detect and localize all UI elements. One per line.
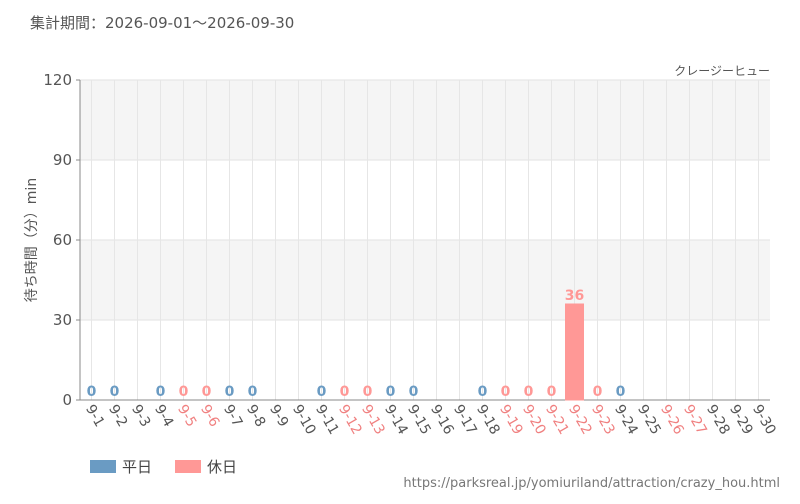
value-label: 0 [225, 384, 235, 400]
x-tick-label: 9-4 [151, 402, 176, 430]
value-label: 0 [616, 384, 626, 400]
value-label: 0 [110, 384, 120, 400]
value-label: 0 [156, 384, 166, 400]
x-tick-label: 9-18 [473, 402, 503, 438]
value-label: 0 [386, 384, 396, 400]
x-tick-label: 9-27 [680, 402, 710, 438]
value-label: 0 [363, 384, 373, 400]
x-tick-label: 9-8 [243, 402, 268, 430]
value-label: 0 [179, 384, 189, 400]
x-tick-label: 9-7 [220, 402, 245, 430]
x-tick-label: 9-1 [82, 402, 107, 430]
y-tick-label: 0 [62, 391, 72, 409]
value-label: 0 [340, 384, 350, 400]
value-label: 0 [317, 384, 327, 400]
x-tick-label: 9-16 [427, 402, 457, 438]
x-tick-label: 9-2 [105, 402, 130, 430]
x-tick-label: 9-11 [312, 402, 342, 438]
x-tick-label: 9-26 [657, 402, 687, 438]
x-tick-label: 9-15 [404, 402, 434, 438]
value-label: 0 [524, 384, 534, 400]
y-axis-label: 待ち時間（分）min [24, 178, 40, 302]
value-label: 0 [409, 384, 419, 400]
legend-label: 平日 [122, 458, 152, 476]
value-label: 0 [478, 384, 488, 400]
x-tick-label: 9-10 [289, 402, 319, 438]
grid-band [80, 80, 770, 160]
x-tick-label: 9-30 [749, 402, 779, 438]
x-tick-label: 9-25 [634, 402, 664, 438]
grid-band [80, 240, 770, 320]
value-label: 0 [202, 384, 212, 400]
x-tick-label: 9-3 [128, 402, 153, 430]
chart-subtitle: クレージーヒュー [674, 64, 770, 78]
x-tick-label: 9-13 [358, 402, 388, 438]
y-tick-label: 60 [53, 231, 72, 249]
x-tick-label: 9-29 [726, 402, 756, 438]
x-tick-label: 9-17 [450, 402, 480, 438]
bar [565, 303, 584, 401]
value-label: 0 [501, 384, 511, 400]
value-label: 0 [87, 384, 97, 400]
x-tick-label: 9-5 [174, 402, 199, 430]
x-tick-label: 9-24 [611, 402, 641, 438]
x-tick-label: 9-19 [496, 402, 526, 438]
x-tick-label: 9-21 [542, 402, 572, 438]
value-label: 0 [593, 384, 603, 400]
x-tick-label: 9-20 [519, 402, 549, 438]
x-tick-label: 9-14 [381, 402, 411, 438]
x-tick-label: 9-6 [197, 402, 222, 430]
value-label: 0 [547, 384, 557, 400]
y-tick-label: 90 [53, 151, 72, 169]
x-tick-label: 9-28 [703, 402, 733, 438]
legend-swatch [90, 460, 116, 473]
value-label: 36 [565, 288, 584, 304]
y-tick-label: 120 [43, 71, 72, 89]
x-tick-label: 9-12 [335, 402, 365, 438]
source-url: https://parksreal.jp/yomiuriland/attract… [403, 476, 780, 491]
legend-label: 休日 [207, 458, 237, 476]
y-tick-label: 30 [53, 311, 72, 329]
x-tick-label: 9-9 [266, 402, 291, 430]
period: 集計期間：2026-09-01～2026-09-30 [30, 14, 294, 32]
x-tick-label: 9-22 [565, 402, 595, 438]
x-tick-label: 9-23 [588, 402, 618, 438]
legend-swatch [175, 460, 201, 473]
value-label: 0 [248, 384, 258, 400]
